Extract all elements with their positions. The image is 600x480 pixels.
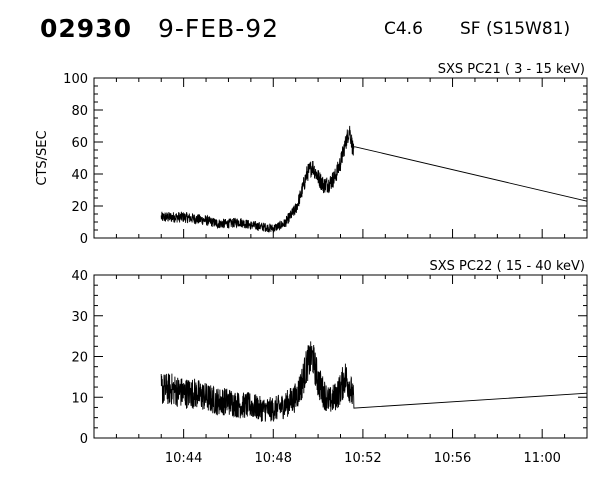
panel-2-ytick-label: 10 [71, 391, 88, 406]
panel-1-ytick-label: 40 [71, 168, 88, 183]
panel-1: SXS PC21 ( 3 - 15 keV) CTS/SEC 0 20 40 60 80 10… [35, 62, 588, 247]
panel-1-ytick-label: 20 [71, 200, 88, 215]
panel-2-ytick-label: 20 [71, 351, 88, 366]
event-date: 9-FEB-92 [158, 14, 280, 43]
panel-1-ytick-label: 0 [80, 232, 88, 247]
panel-2-series-line [160, 341, 588, 422]
panel-2-ytick-label: 40 [71, 269, 88, 284]
panel-2-xtick-label: 10:48 [255, 451, 292, 466]
flare-location: SF (S15W81) [460, 19, 571, 39]
panel-1-ylabel: CTS/SEC [35, 130, 50, 185]
panel-2-xtick-label: 11:00 [523, 451, 560, 466]
event-id: 02930 [40, 14, 132, 43]
panel-1-ytick-label: 60 [71, 136, 88, 151]
panel-1-title: SXS PC21 ( 3 - 15 keV) [438, 62, 585, 77]
panel-2-xtick-label: 10:52 [344, 451, 381, 466]
panel-2-ytick-label: 0 [80, 432, 88, 447]
panel-2-frame [93, 274, 588, 439]
panel-2-xtick-label: 10:56 [434, 451, 471, 466]
panel-2-title: SXS PC22 ( 15 - 40 keV) [429, 259, 585, 274]
panel-2-xtick-label: 10:44 [165, 451, 202, 466]
panel-1-series-line [160, 125, 588, 234]
panel-1-ytick-label: 80 [71, 104, 88, 119]
panel-1-ytick-label: 100 [63, 72, 88, 87]
flare-class: C4.6 [384, 19, 423, 39]
panel-2: SXS PC22 ( 15 - 40 keV) 0 10 20 30 40 10:44 10:… [71, 259, 588, 466]
panel-2-ytick-label: 30 [71, 310, 88, 325]
